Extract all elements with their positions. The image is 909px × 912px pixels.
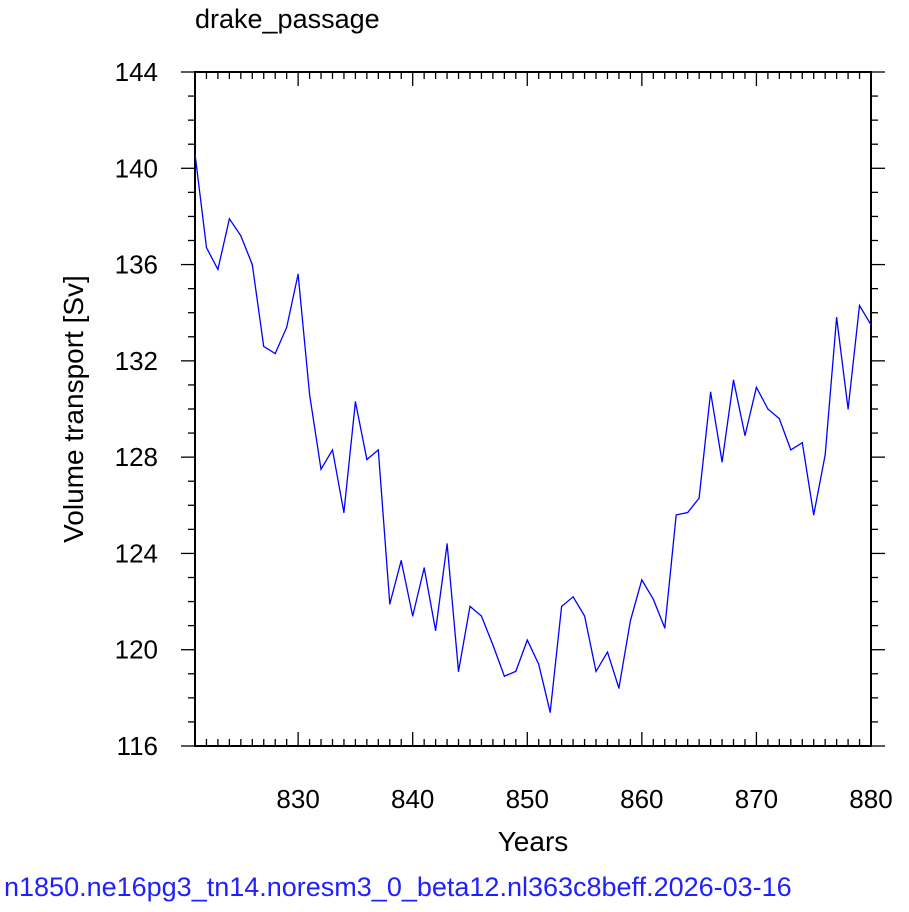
x-tick-label: 830 [276,784,319,814]
data-point [641,579,643,581]
run-identifier: n1850.ne16pg3_tn14.noresm3_0_beta12.nl36… [4,872,792,902]
data-point [629,620,631,622]
data-point [343,511,345,514]
data-point [228,218,230,220]
data-point [732,379,735,381]
data-point [767,408,769,410]
data-point [217,268,219,270]
data-point [778,418,780,420]
data-point [595,670,597,672]
data-point [194,153,196,155]
data-point [858,304,861,307]
data-point [870,324,872,326]
data-point [618,687,620,689]
data-point [549,711,551,713]
data-point [492,644,494,646]
data-point [836,316,838,319]
axis-ticks [181,71,885,747]
x-tick-label: 840 [391,784,434,814]
data-point [286,326,288,328]
data-point [308,393,311,396]
data-point [801,442,803,444]
data-point [446,543,448,545]
data-point [480,615,483,617]
data-points [194,153,872,713]
series-line [194,153,872,713]
data-point [664,627,666,629]
data-point [538,663,540,665]
data-point [572,596,574,598]
data-point [813,514,815,516]
data-point [274,353,276,355]
y-tick-label: 132 [115,346,158,376]
data-point [297,273,299,275]
y-tick-label: 144 [115,57,158,87]
data-point [377,449,379,451]
data-point [709,391,712,393]
data-point [687,511,689,514]
y-tick-label: 116 [117,731,158,761]
data-point [824,454,826,456]
data-point [744,434,746,437]
chart-plot: drake_passage 830 840 850 860 870 880 116 120 12… [58,4,893,857]
axis-tick-labels: 830 840 850 860 870 880 116 120 124 128 132 136 140 1… [115,57,893,814]
data-point [755,386,758,388]
data-point [561,605,563,607]
x-axis-label: Years [498,826,569,857]
data-point [400,560,402,562]
data-point [503,675,505,677]
x-tick-label: 860 [620,784,663,814]
y-axis-label: Volume transport [Sv] [58,275,89,543]
data-point [515,670,517,672]
data-point [847,408,849,410]
plot-frame [194,71,872,747]
data-point [698,497,700,499]
data-point [366,458,368,461]
y-tick-label: 140 [115,153,158,183]
data-point [652,598,654,600]
data-point [263,345,265,348]
data-point [412,615,414,617]
data-point [721,461,723,463]
y-tick-label: 136 [115,250,158,280]
data-point [583,615,586,617]
data-point [790,449,792,451]
data-point [331,449,334,451]
data-point [389,603,391,605]
data-point [205,247,208,249]
data-point [457,670,460,672]
data-point [606,651,609,653]
y-tick-label: 120 [115,635,158,665]
data-point [320,468,322,470]
x-tick-label: 850 [506,784,549,814]
y-tick-label: 128 [115,442,158,472]
y-tick-label: 124 [115,538,158,568]
data-point [675,514,677,516]
data-point [354,401,357,403]
data-point [526,639,528,641]
data-point [435,629,437,632]
data-point [240,235,242,237]
data-point [469,605,471,607]
data-point [423,567,425,569]
data-point [251,263,253,266]
x-tick-label: 880 [849,784,892,814]
chart-title: drake_passage [195,4,380,34]
x-tick-label: 870 [735,784,778,814]
